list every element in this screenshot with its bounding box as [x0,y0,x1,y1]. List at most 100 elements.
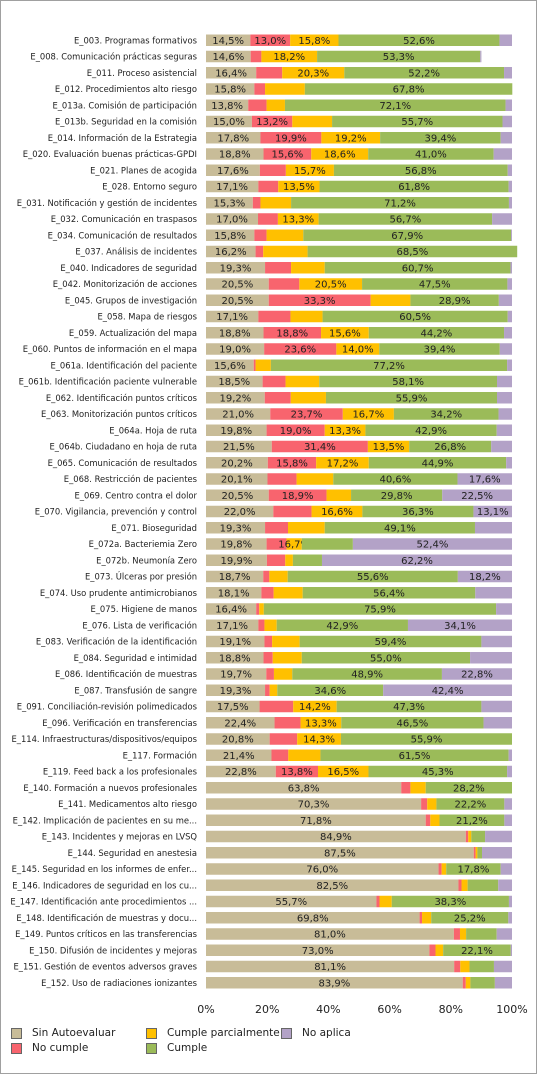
category-label: E_061a. Identificación del paciente [50,360,197,370]
data-label: 18,8% [219,653,251,664]
data-label: 31,4% [304,442,336,453]
bar-segment [254,83,266,95]
bar-segment [470,652,512,664]
category-label: E_059. Actualización del mapa [69,328,197,338]
category-label: E_032. Comunicación en traspasos [51,214,197,224]
bar-segment [269,684,278,696]
bar-segment [421,798,428,810]
category-label: E_083. Verificación de la identificación [36,637,197,647]
legend-item: Sin Autoevaluar [11,1027,115,1039]
data-label: 56,8% [405,166,437,177]
category-label: E_028. Entorno seguro [102,182,197,192]
bar-segment [277,213,319,225]
bar-segment [206,440,272,453]
data-label: 22,4% [224,718,256,729]
data-label: 15,6% [272,150,304,161]
bar-segment [206,180,259,193]
bar-segment [263,603,497,615]
bar-segment [325,392,498,404]
bar-segment [352,538,512,550]
bar-segment [285,375,320,388]
bar-segment [496,603,512,615]
data-label: 18,2% [273,52,305,63]
data-label: 15,3% [214,198,246,209]
data-label: 56,4% [373,588,405,599]
bar-segment [466,928,497,940]
data-label: 14,0% [342,345,374,356]
data-label: 61,8% [398,182,430,193]
bar-segment [291,262,325,274]
bar-segment [507,278,512,290]
bar-segment [342,408,394,420]
bar-segment [282,67,345,79]
legend-swatch [11,1042,22,1054]
bar-segment [511,229,512,241]
bar-segment [258,310,291,323]
bar-segment [409,440,492,453]
bar-segment [481,635,512,648]
data-label: 44,9% [422,458,454,469]
data-label: 34,2% [430,410,462,421]
data-label: 21,4% [223,751,255,762]
category-label: E_091. Conciliación-revisión polimedicad… [17,702,197,712]
bar-segment [258,213,278,225]
bar-segment [338,34,500,46]
legend-item: Cumple parcialmente [146,1027,280,1039]
bar-segment [326,489,352,501]
bar-segment [474,522,512,534]
bar-segment [206,652,264,664]
bar-segment [206,570,264,583]
category-label: E_141. Medicamentos alto riesgo [58,799,197,809]
bar-segment [206,132,261,144]
data-label: 55,9% [396,393,428,404]
bar-segment [407,619,512,631]
data-label: 71,8% [300,816,332,827]
data-label: 16,6% [321,507,353,518]
data-label: 19,0% [219,345,251,356]
bar-segment [410,782,426,794]
data-label: 13,1% [477,507,509,518]
category-label: E_117. Formación [123,750,197,760]
bar-segment [465,977,471,989]
bar-segment [266,229,304,241]
bar-segment [468,830,472,843]
data-label: 72,1% [379,101,411,112]
data-label: 14,5% [212,36,244,47]
data-label: 16,7% [278,540,310,551]
data-label: 19,7% [220,670,252,681]
bar-segment [269,733,298,745]
bar-segment [266,554,286,566]
category-label: E_149. Puntos críticos en las transferen… [15,929,197,939]
bar-segment [265,522,289,534]
bar-segment [461,879,468,891]
bar-segment [206,619,259,631]
bar-segment [264,392,291,404]
data-label: 20,5% [315,280,347,291]
bar-segment [259,603,264,615]
bar-segment [442,489,512,501]
bar-segment [299,278,363,290]
bar-segment [206,294,269,306]
x-tick-label: 100% [496,1003,527,1016]
bar-segment [206,522,266,534]
bar-segment [462,977,466,989]
category-label: E_008. Comunicación prácticas seguras [30,52,197,62]
category-label: E_064b. Ciudadano en hoja de ruta [49,442,197,452]
category-label: E_084. Seguridad e intimidad [74,653,197,663]
data-label: 56,7% [389,215,421,226]
category-label: E_060. Puntos de información en el mapa [23,344,197,354]
category-label: E_074. Uso prudente antimicrobianos [40,588,197,598]
bar-segment [504,67,512,79]
bar-segment [206,603,257,615]
category-label: E_003. Programas formativos [74,35,197,45]
x-tick-label: 60% [377,1003,401,1016]
data-label: 75,9% [364,605,396,616]
bar-segment [268,489,327,501]
data-label: 16,7% [352,410,384,421]
data-label: 13,0% [254,36,286,47]
bar-segment [436,798,505,810]
bar-segment [453,928,460,940]
bar-segment [504,814,512,826]
category-label: E_065. Comunicación de resultados [48,458,197,468]
legend-swatch [11,1027,22,1039]
